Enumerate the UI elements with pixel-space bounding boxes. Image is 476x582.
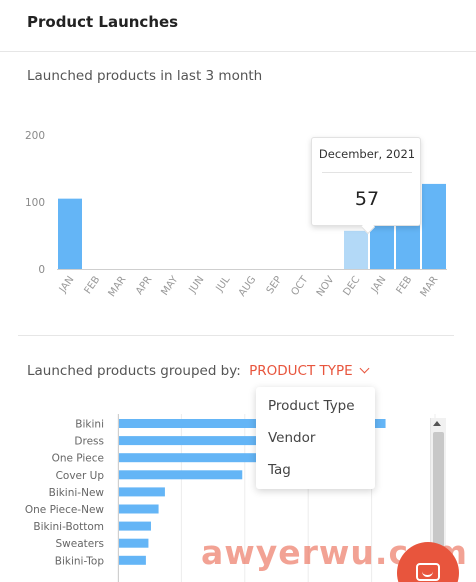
- category-label: Bikini: [75, 419, 104, 431]
- group-by-select[interactable]: PRODUCT TYPE: [249, 363, 370, 379]
- panel-title: Product Launches: [27, 13, 179, 31]
- group-by-dropdown: Product Type Vendor Tag: [256, 387, 375, 489]
- chart-tooltip: December, 2021 57: [311, 137, 421, 235]
- section-divider: [18, 335, 454, 336]
- category-label: Cover Up: [56, 470, 105, 482]
- x-tick-label: JAN: [369, 274, 388, 295]
- y-tick-label: 200: [25, 130, 45, 142]
- x-tick-label: OCT: [289, 274, 311, 298]
- x-tick-label: SEP: [265, 274, 285, 296]
- category-bar: [118, 436, 261, 446]
- category-bar: [118, 538, 149, 548]
- category-bar: [118, 504, 159, 514]
- chat-icon[interactable]: [416, 563, 440, 581]
- dropdown-option-product-type[interactable]: Product Type: [268, 398, 355, 414]
- x-tick-label: JUL: [214, 274, 233, 294]
- x-tick-label: JAN: [57, 274, 76, 295]
- grouping-row: Launched products grouped by: PRODUCT TY…: [27, 363, 370, 379]
- tooltip-value: 57: [354, 188, 380, 210]
- dropdown-option-vendor[interactable]: Vendor: [268, 430, 316, 446]
- arrow-up-icon[interactable]: [433, 421, 441, 426]
- x-tick-label: DEC: [341, 274, 362, 298]
- timeline-bar: [58, 198, 82, 269]
- grouping-label: Launched products grouped by:: [27, 363, 241, 379]
- group-by-value[interactable]: PRODUCT TYPE: [249, 363, 353, 379]
- category-bar: [118, 453, 258, 463]
- scrollbar-thumb[interactable]: [433, 432, 444, 572]
- category-bar: [118, 487, 165, 497]
- x-tick-label: AUG: [237, 274, 259, 298]
- x-tick-label: MAR: [419, 274, 441, 299]
- timeline-bar: [422, 183, 446, 269]
- category-bar: [118, 555, 146, 565]
- category-label: One Piece: [52, 453, 104, 465]
- x-tick-label: MAY: [160, 274, 181, 298]
- tooltip-title: December, 2021: [318, 147, 416, 161]
- x-tick-label: MAR: [107, 274, 129, 299]
- tooltip-divider: [322, 172, 412, 173]
- chevron-down-icon[interactable]: [359, 363, 370, 374]
- category-label: One Piece-New: [25, 504, 105, 516]
- category-label: Bikini-Bottom: [33, 521, 104, 533]
- category-label: Bikini-New: [49, 487, 105, 499]
- x-tick-label: APR: [134, 274, 154, 297]
- category-label: Sweaters: [55, 538, 104, 550]
- panel-header: Product Launches: [0, 0, 476, 52]
- y-tick-label: 100: [25, 197, 45, 209]
- chart-scrollbar[interactable]: [430, 418, 446, 582]
- category-bar: [118, 419, 386, 428]
- x-tick-label: JUN: [187, 274, 207, 296]
- category-label: Dress: [74, 436, 104, 448]
- category-bar: [118, 470, 243, 480]
- category-bar: [118, 521, 151, 531]
- x-tick-label: NOV: [315, 274, 337, 298]
- y-tick-label: 0: [38, 264, 45, 276]
- dropdown-option-tag[interactable]: Tag: [268, 462, 291, 478]
- x-tick-label: FEB: [83, 274, 103, 296]
- timeline-bar: [344, 230, 368, 269]
- x-tick-label: FEB: [395, 274, 415, 296]
- category-label: Bikini-Top: [55, 555, 105, 567]
- timeline-subtitle: Launched products in last 3 month: [27, 68, 263, 84]
